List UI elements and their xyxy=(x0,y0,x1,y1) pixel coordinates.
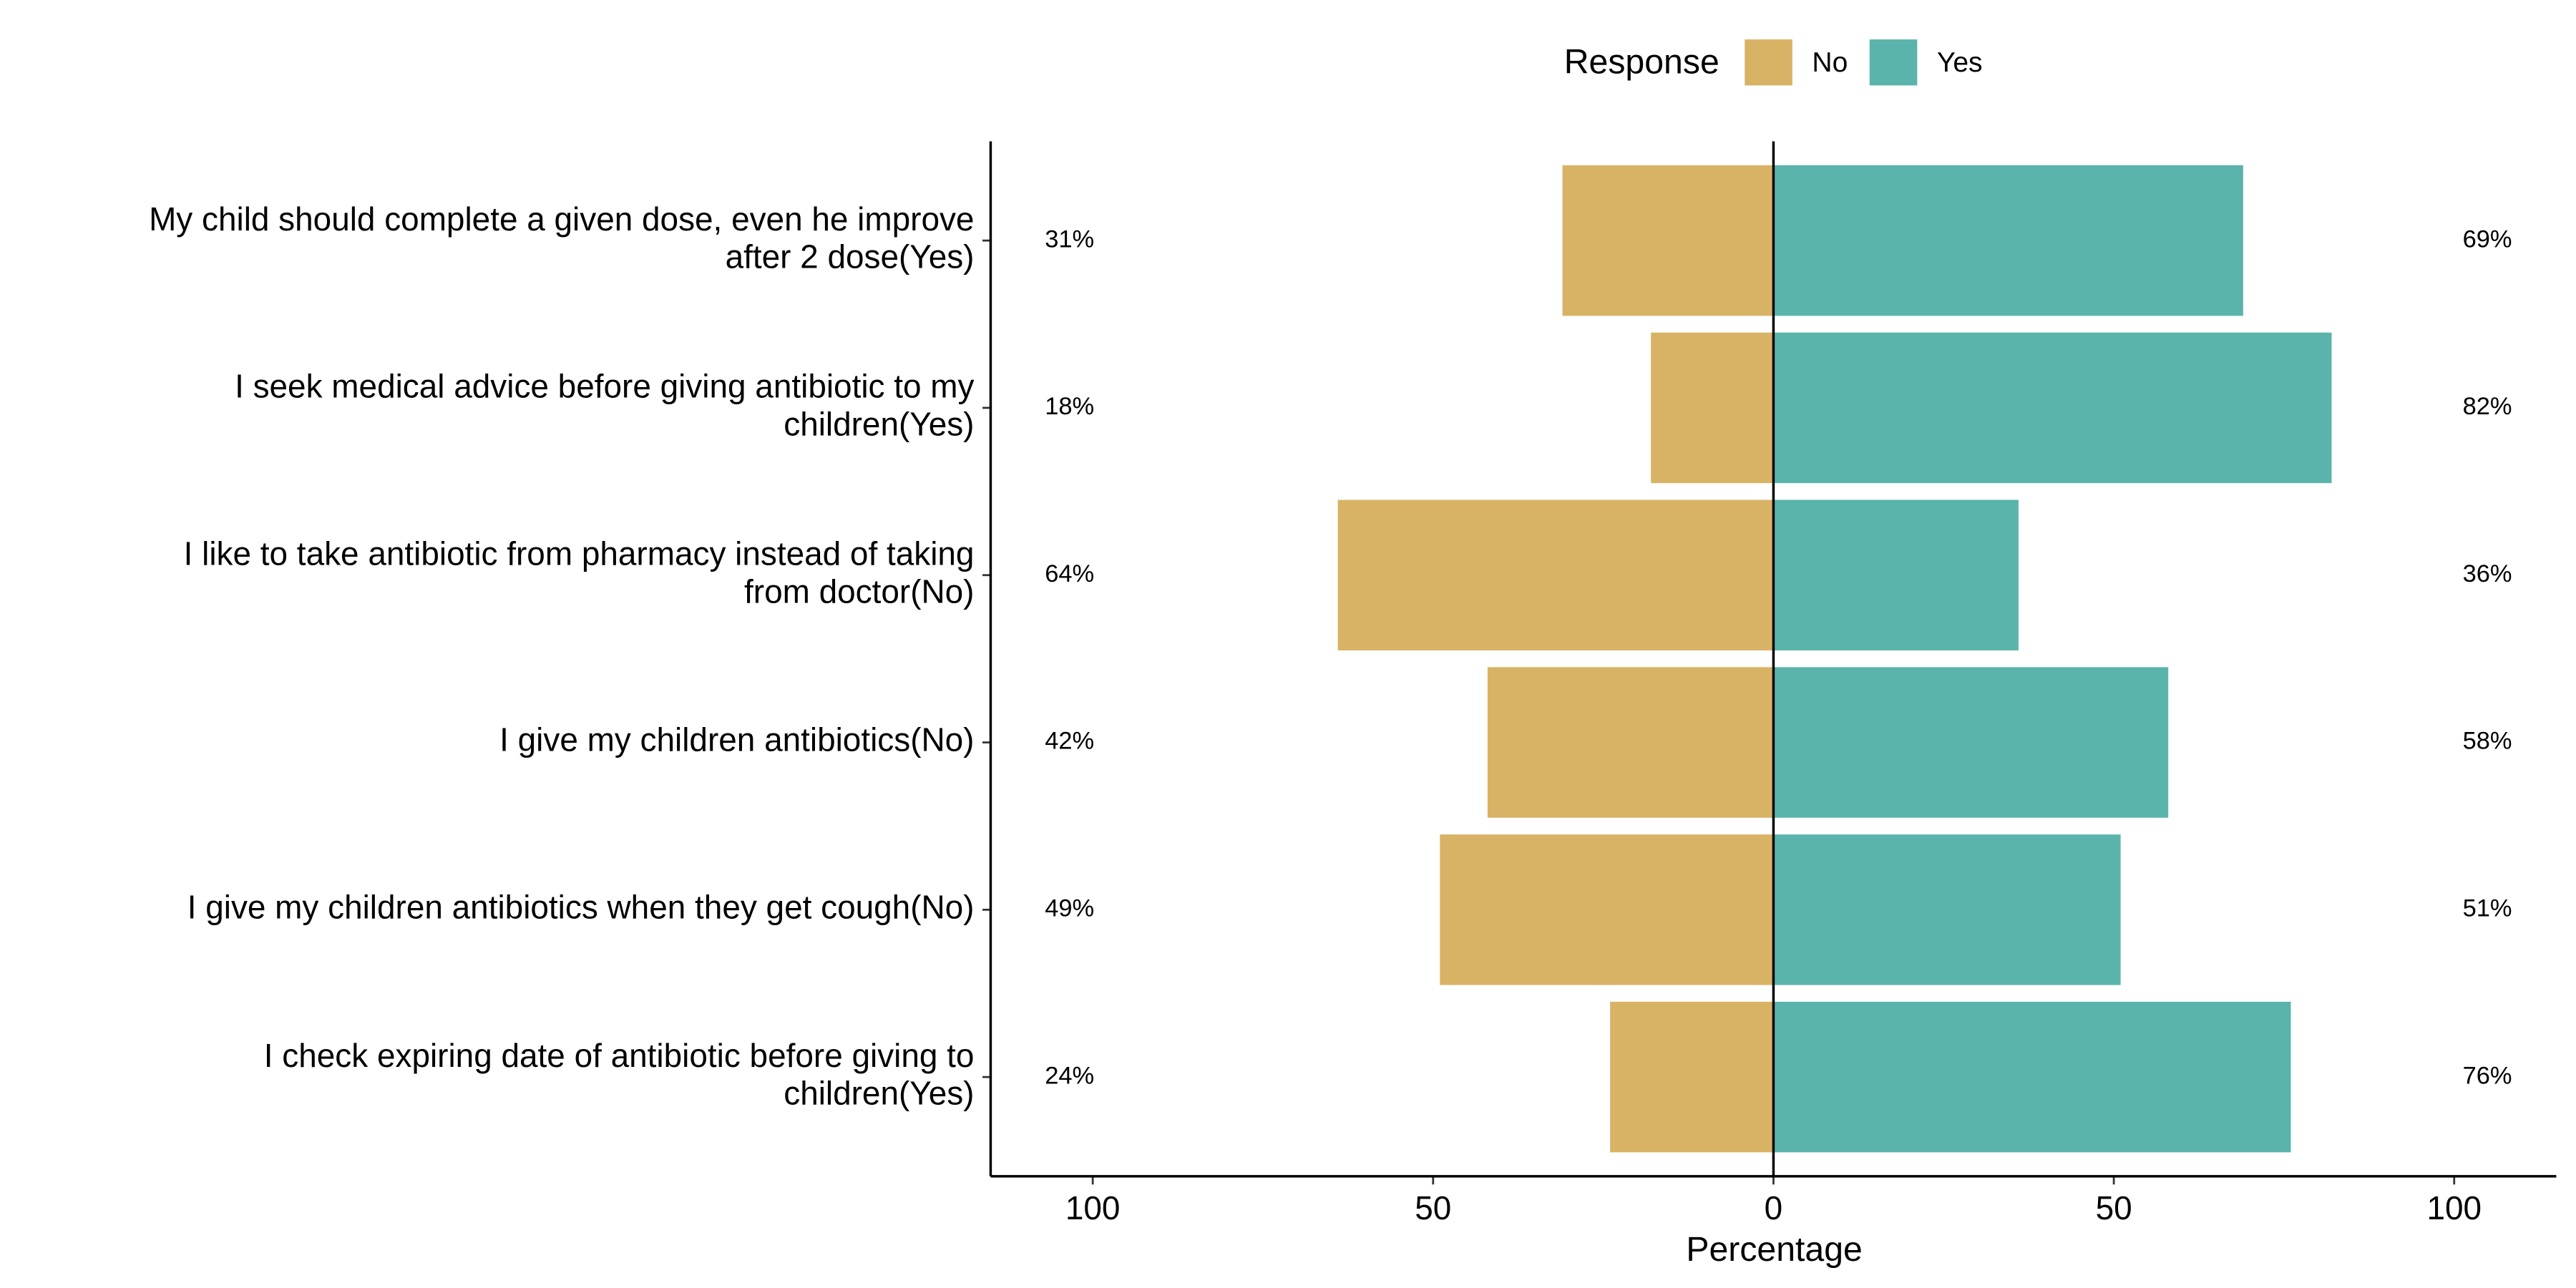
y-tick-label: My child should complete a given dose, e… xyxy=(149,200,974,238)
legend-swatch xyxy=(1869,39,1918,86)
legend-label: No xyxy=(1812,47,1848,78)
bar xyxy=(1773,332,2332,484)
x-axis-label: Percentage xyxy=(1686,1230,1863,1269)
bar xyxy=(1487,667,1774,818)
bar xyxy=(1440,834,1774,985)
x-tick-label: 50 xyxy=(1415,1189,1451,1226)
value-label: 31% xyxy=(1045,225,1094,253)
bar xyxy=(1651,332,1774,484)
value-label: 49% xyxy=(1045,894,1094,922)
y-tick-label: I give my children antibiotics when they… xyxy=(187,888,975,925)
value-label: 58% xyxy=(2463,728,2512,755)
y-tick-label: children(Yes) xyxy=(784,1075,974,1112)
bar xyxy=(1337,499,1774,650)
bar xyxy=(1773,499,2019,650)
x-tick-label: 0 xyxy=(1765,1189,1783,1226)
x-tick-label: 100 xyxy=(2426,1189,2482,1226)
value-label: 64% xyxy=(1045,560,1094,587)
bar xyxy=(1773,667,2169,818)
value-label: 69% xyxy=(2463,225,2512,253)
value-label: 42% xyxy=(1045,728,1094,755)
value-label: 36% xyxy=(2463,560,2512,587)
legend-title: Response xyxy=(1564,42,1719,81)
y-tick-label: after 2 dose(Yes) xyxy=(726,238,975,275)
bar xyxy=(1610,1001,1774,1153)
y-tick-label: I like to take antibiotic from pharmacy … xyxy=(184,535,975,572)
y-tick-label: from doctor(No) xyxy=(744,572,974,610)
y-tick-label: I give my children antibiotics(No) xyxy=(499,721,974,758)
value-label: 82% xyxy=(2463,393,2512,420)
y-tick-label: children(Yes) xyxy=(784,405,974,442)
bar xyxy=(1562,165,1774,316)
legend-swatch xyxy=(1745,39,1792,86)
bar xyxy=(1773,834,2121,985)
x-tick-label: 100 xyxy=(1065,1189,1121,1226)
legend-label: Yes xyxy=(1937,47,1983,78)
bar xyxy=(1773,1001,2291,1153)
value-label: 24% xyxy=(1045,1062,1094,1089)
y-tick-label: I seek medical advice before giving anti… xyxy=(235,368,974,405)
value-label: 51% xyxy=(2463,894,2512,922)
x-tick-label: 50 xyxy=(2096,1189,2132,1226)
y-tick-label: I check expiring date of antibiotic befo… xyxy=(264,1037,975,1074)
value-label: 18% xyxy=(1045,393,1094,420)
bar xyxy=(1773,165,2243,316)
value-label: 76% xyxy=(2463,1062,2512,1089)
